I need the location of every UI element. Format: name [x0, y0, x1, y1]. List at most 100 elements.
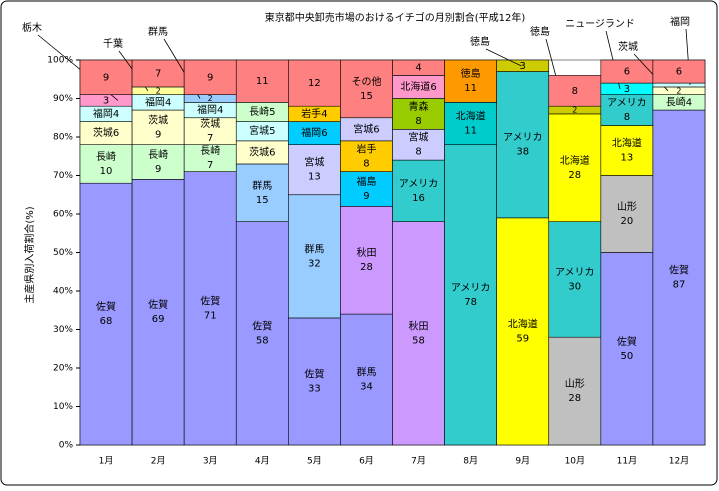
- segment-value: 8: [363, 158, 369, 169]
- segment-label: 茨城6: [249, 145, 275, 158]
- segment-name: 佐賀: [669, 265, 689, 277]
- callout-label: 栃木: [22, 21, 42, 34]
- bar-segment: [235, 221, 289, 446]
- y-tick-label: 70%: [53, 171, 73, 181]
- segment-value: 20: [621, 216, 634, 227]
- segment-value: 7: [207, 160, 213, 171]
- segment-name: 山形: [565, 378, 585, 390]
- bar-segment: [652, 82, 706, 88]
- callout-label: 千葉: [103, 37, 123, 50]
- segment-value: 4: [165, 97, 171, 108]
- segment-name: 福岡: [93, 107, 113, 120]
- bar-segment: [340, 206, 393, 315]
- chart-title: 東京都中央卸売市場のおけるイチゴの月別割合(平成12年): [265, 11, 526, 24]
- segment-label: 福岡6: [301, 126, 327, 139]
- callout-label: ニュージランド: [565, 18, 635, 30]
- segment-value: 9: [207, 72, 213, 83]
- segment-value: 6: [430, 82, 436, 93]
- segment-value: 2: [208, 94, 213, 103]
- segment-value: 32: [308, 258, 321, 269]
- segment-value: 11: [256, 76, 269, 87]
- segment-name: 秋田: [409, 319, 429, 332]
- bar-segment: [444, 102, 497, 145]
- bar-segment: [600, 252, 654, 446]
- segment-name: 長崎: [148, 148, 168, 161]
- segment-name: 北海道: [612, 136, 642, 149]
- segment-name: アメリカ: [399, 178, 439, 190]
- y-tick-label: 60%: [53, 210, 73, 220]
- segment-name: 岩手: [356, 142, 376, 155]
- y-tick-label: 80%: [53, 133, 73, 143]
- callout-label: 群馬: [148, 25, 168, 38]
- segment-name: 宮城: [249, 124, 269, 137]
- bar-segment: [79, 144, 133, 184]
- segment-value: 13: [308, 172, 321, 183]
- segment-value: 13: [621, 152, 634, 163]
- segment-name: 福岡: [301, 126, 321, 139]
- segment-value: 2: [572, 106, 577, 115]
- bar-segment: [392, 98, 445, 130]
- segment-value: 28: [360, 262, 373, 273]
- y-tick-label: 100%: [47, 56, 73, 66]
- x-tick-label: 5月: [307, 456, 322, 467]
- segment-name: 岩手: [301, 107, 321, 120]
- segment-name: 茨城: [200, 117, 220, 130]
- y-tick-label: 90%: [53, 94, 73, 104]
- segment-name: 福岡: [197, 103, 217, 116]
- segment-value: 4: [415, 63, 421, 74]
- segment-label: 岩手4: [301, 107, 327, 120]
- segment-value: 9: [155, 164, 161, 175]
- segment-value: 4: [217, 105, 223, 116]
- x-tick-label: 3月: [203, 456, 218, 467]
- segment-value: 58: [412, 335, 425, 346]
- segment-value: 2: [156, 86, 161, 95]
- segment-value: 6: [624, 67, 630, 78]
- bar-segment: [183, 117, 237, 146]
- bar-segment: [183, 171, 237, 446]
- callout-label: 徳島: [530, 25, 550, 38]
- bar-segment: [235, 59, 289, 103]
- segment-name: アメリカ: [451, 282, 491, 294]
- segment-value: 8: [572, 86, 578, 97]
- bar-segment: [340, 313, 393, 446]
- segment-name: 宮城: [353, 122, 373, 135]
- segment-value: 8: [415, 147, 421, 158]
- segment-value: 4: [686, 97, 692, 108]
- bar-segment: [652, 109, 706, 446]
- x-tick-label: 9月: [515, 456, 530, 467]
- x-tick-label: 1月: [99, 456, 114, 467]
- segment-value: 7: [207, 133, 213, 144]
- callout-label: 茨城: [618, 40, 638, 53]
- segment-value: 5: [269, 107, 275, 118]
- bar-segment: [131, 179, 185, 446]
- segment-value: 5: [269, 126, 275, 137]
- segment-name: アメリカ: [607, 97, 647, 109]
- segment-value: 6: [321, 128, 327, 139]
- x-tick-label: 11月: [617, 456, 637, 467]
- y-tick-label: 40%: [53, 287, 73, 297]
- segment-value: 4: [321, 109, 327, 120]
- segment-name: 群馬: [304, 242, 324, 255]
- bar-segment: [496, 217, 550, 446]
- segment-name: 群馬: [356, 366, 376, 379]
- segment-label: 宮城6: [353, 122, 379, 135]
- segment-name: アメリカ: [503, 132, 543, 144]
- bar-segment: [444, 144, 497, 446]
- y-tick-label: 0%: [59, 441, 74, 451]
- bar-segment: [548, 75, 602, 107]
- segment-name: 長崎: [666, 95, 686, 108]
- y-axis-label: 主産県別入荷割合(%): [23, 206, 36, 303]
- segment-label: 福岡4: [197, 103, 223, 116]
- bar-segment: [496, 71, 550, 219]
- segment-value: 68: [100, 316, 113, 327]
- bar-segment: [392, 159, 445, 223]
- segment-value: 11: [464, 83, 477, 94]
- segment-name: 北海道: [456, 110, 486, 123]
- segment-value: 3: [624, 84, 630, 95]
- segment-value: 8: [624, 112, 630, 123]
- bar-segment: [652, 59, 706, 84]
- segment-value: 8: [415, 116, 421, 127]
- segment-value: 16: [412, 193, 425, 204]
- bar-segment: [444, 59, 497, 103]
